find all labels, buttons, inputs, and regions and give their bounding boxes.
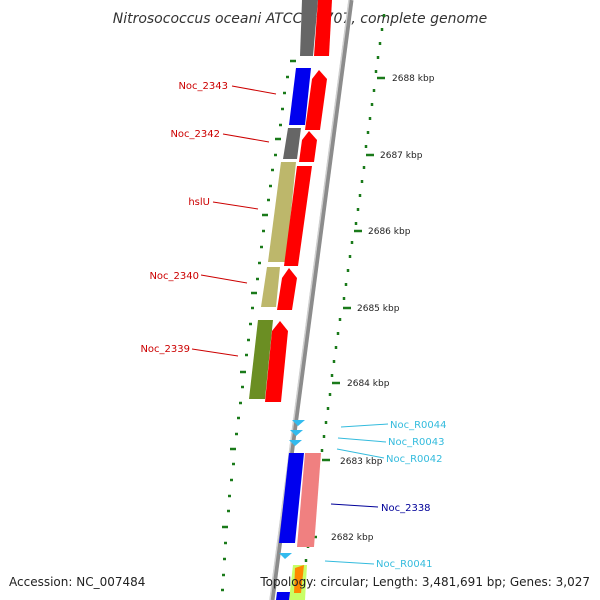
cog-blocks xyxy=(249,0,318,600)
rna-markers xyxy=(279,420,305,559)
rna-label-noc-r0044[interactable]: Noc_R0044 xyxy=(390,420,447,431)
cds-arrow-noc-2340 xyxy=(277,268,297,310)
rna-label-noc-r0041[interactable]: Noc_R0041 xyxy=(376,559,433,570)
gene-label-hslu[interactable]: hslU xyxy=(188,197,210,208)
gene-label-noc-2342[interactable]: Noc_2342 xyxy=(170,129,220,140)
cog-block-olive xyxy=(249,320,273,399)
gene-label-noc-2338[interactable]: Noc_2338 xyxy=(381,503,431,514)
rna-label-noc-r0042[interactable]: Noc_R0042 xyxy=(386,454,443,465)
cds-arrow-hslu xyxy=(284,166,312,266)
gene-label-noc-2340[interactable]: Noc_2340 xyxy=(149,271,199,282)
cog-block-gray-top xyxy=(300,0,318,56)
rna-marker-noc-r0042 xyxy=(289,440,302,446)
scale-label-2685: 2685 kbp xyxy=(357,304,400,314)
rna-marker-noc-r0043 xyxy=(290,430,303,436)
scale-label-2682: 2682 kbp xyxy=(331,533,374,543)
cds-arrow-noc-2338 xyxy=(297,453,321,547)
cds-arrow-top xyxy=(314,0,332,56)
cds-arrow-noc-2343 xyxy=(305,70,327,130)
scale-label-2683: 2683 kbp xyxy=(340,457,383,467)
rna-marker-noc-r0041 xyxy=(279,553,292,559)
scale-label-2684: 2684 kbp xyxy=(347,379,390,389)
scale-label-2688: 2688 kbp xyxy=(392,74,435,84)
rna-marker-noc-r0044 xyxy=(292,420,305,426)
gene-label-noc-2339[interactable]: Noc_2339 xyxy=(140,344,190,355)
cds-arrow-noc-2339 xyxy=(265,321,288,402)
cog-block-blue-lower xyxy=(279,453,304,543)
cds-arrow-orange xyxy=(294,565,304,593)
map-title: Nitrosococcus oceani ATCC 19707, complet… xyxy=(113,11,488,27)
inner-tick-ring xyxy=(221,59,296,592)
cog-block-khaki-small xyxy=(261,267,280,307)
cog-block-khaki-large xyxy=(268,162,296,262)
cog-block-gray xyxy=(283,128,301,159)
accession-text: Accession: NC_007484 xyxy=(9,575,145,589)
cds-arrow-noc-2342 xyxy=(299,131,317,162)
topology-summary: Topology: circular; Length: 3,481,691 bp… xyxy=(259,575,590,589)
gene-label-noc-2343[interactable]: Noc_2343 xyxy=(178,81,228,92)
rna-label-noc-r0043[interactable]: Noc_R0043 xyxy=(388,437,445,448)
cog-block-blue-bottom xyxy=(276,592,290,600)
outer-tick-ring xyxy=(300,14,386,590)
backbone-highlight xyxy=(269,0,350,600)
scale-label-2686: 2686 kbp xyxy=(368,227,411,237)
cds-arrows xyxy=(265,0,332,593)
leader-lines xyxy=(191,85,389,565)
cog-block-blue xyxy=(289,68,311,125)
scale-labels: 2688 kbp 2687 kbp 2686 kbp 2685 kbp 2684… xyxy=(331,74,435,543)
scale-label-2687: 2687 kbp xyxy=(380,151,423,161)
